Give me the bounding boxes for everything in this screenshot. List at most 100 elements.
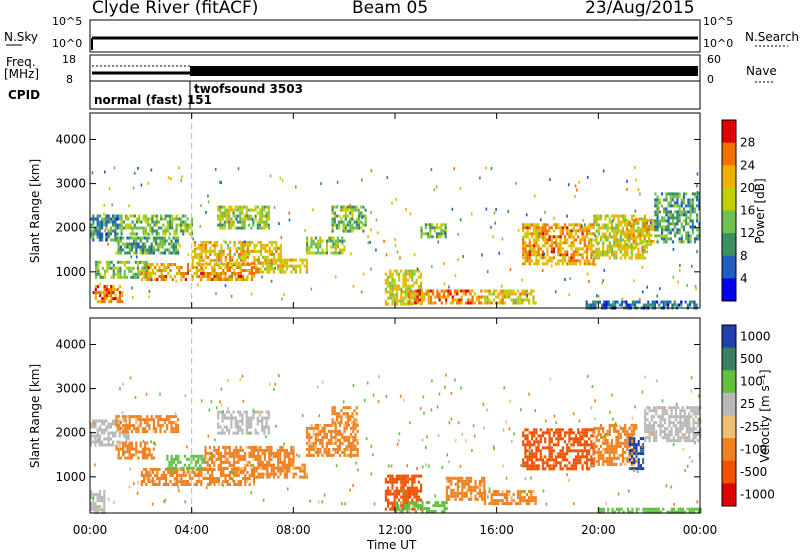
- heatmap-cell: [481, 253, 483, 257]
- heatmap-cell: [166, 248, 169, 252]
- heatmap-cell: [400, 504, 403, 508]
- heatmap-cell: [658, 210, 661, 214]
- heatmap-cell: [244, 454, 247, 458]
- heatmap-cell: [533, 452, 536, 456]
- heatmap-cell: [524, 232, 527, 236]
- heatmap-cell: [250, 275, 253, 278]
- heatmap-cell: [393, 269, 396, 273]
- heatmap-cell: [369, 240, 371, 244]
- heatmap-cell: [630, 250, 633, 254]
- heatmap-cell: [235, 466, 238, 470]
- heatmap-cell: [248, 272, 251, 275]
- heatmap-cell: [219, 180, 221, 184]
- heatmap-cell: [98, 496, 101, 500]
- heatmap-cell: [561, 253, 564, 257]
- heatmap-cell: [197, 283, 199, 287]
- heatmap-cell: [444, 223, 447, 227]
- heatmap-cell: [94, 419, 97, 423]
- heatmap-cell: [411, 486, 414, 490]
- heatmap-cell: [579, 458, 582, 462]
- heatmap-cell: [586, 272, 589, 276]
- heatmap-cell: [170, 242, 173, 246]
- heatmap-cell: [465, 476, 468, 480]
- heatmap-cell: [404, 272, 407, 276]
- heatmap-cell: [265, 217, 268, 221]
- heatmap-cell: [253, 258, 256, 262]
- heatmap-cell: [157, 418, 160, 422]
- heatmap-cell: [205, 211, 207, 214]
- heatmap-cell: [517, 301, 520, 305]
- heatmap-cell: [200, 246, 203, 250]
- heatmap-cell: [288, 469, 291, 473]
- heatmap-cell: [330, 429, 333, 433]
- heatmap-cell: [279, 460, 282, 464]
- heatmap-cell: [619, 250, 622, 254]
- heatmap-cell: [619, 444, 622, 448]
- heatmap-cell: [572, 244, 575, 248]
- heatmap-cell: [658, 222, 661, 226]
- heatmap-cell: [165, 483, 168, 486]
- heatmap-cell: [541, 253, 545, 257]
- heatmap-cell: [103, 217, 106, 221]
- heatmap-cell: [522, 461, 525, 465]
- heatmap-cell: [678, 207, 681, 211]
- heatmap-cell: [204, 249, 208, 253]
- heatmap-cell: [574, 440, 578, 444]
- heatmap-cell: [217, 272, 220, 275]
- heatmap-cell: [193, 240, 197, 244]
- heatmap-cell: [95, 266, 98, 270]
- heatmap-cell: [445, 289, 448, 293]
- heatmap-cell: [557, 259, 560, 263]
- heatmap-cell: [490, 225, 492, 229]
- heatmap-cell: [160, 226, 163, 230]
- heatmap-cell: [663, 198, 666, 202]
- heatmap-cell: [577, 428, 580, 432]
- heatmap-cell: [256, 422, 259, 426]
- heatmap-cell: [277, 451, 280, 455]
- heatmap-cell: [462, 292, 465, 296]
- heatmap-cell: [308, 450, 311, 454]
- heatmap-cell: [105, 238, 108, 242]
- heatmap-cell: [90, 229, 93, 233]
- heatmap-cell: [126, 427, 129, 431]
- heatmap-cell: [174, 421, 177, 425]
- heatmap-cell: [242, 261, 245, 265]
- heatmap-cell: [524, 250, 527, 254]
- heatmap-cell: [290, 445, 293, 449]
- heatmap-cell: [588, 232, 591, 236]
- heatmap-cell: [204, 460, 207, 464]
- heatmap-cell: [109, 220, 112, 224]
- heatmap-cell: [406, 287, 409, 291]
- heatmap-cell: [391, 474, 394, 478]
- heatmap-cell: [522, 223, 525, 227]
- heatmap-cell: [124, 418, 127, 422]
- heatmap-cell: [469, 298, 472, 302]
- heatmap-cell: [533, 464, 536, 468]
- heatmap-cell: [158, 483, 161, 486]
- heatmap-cell: [121, 294, 124, 298]
- heatmap-cell: [137, 456, 140, 460]
- heatmap-cell: [330, 245, 333, 249]
- heatmap-cell: [231, 208, 233, 211]
- heatmap-cell: [332, 441, 335, 445]
- heatmap-cell: [454, 494, 457, 498]
- heatmap-cell: [114, 220, 117, 224]
- heatmap-cell: [283, 469, 286, 473]
- heatmap-cell: [400, 287, 403, 291]
- heatmap-cell: [117, 450, 120, 454]
- heatmap-cell: [224, 272, 227, 275]
- heatmap-cell: [182, 220, 185, 224]
- heatmap-cell: [590, 461, 593, 465]
- heatmap-cell: [339, 438, 342, 442]
- heatmap-cell: [190, 454, 193, 458]
- heatmap-cell: [239, 263, 242, 266]
- heatmap-cell: [250, 292, 253, 296]
- heatmap-cell: [585, 229, 589, 233]
- heatmap-cell: [211, 457, 214, 461]
- heatmap-cell: [200, 480, 203, 483]
- heatmap-cell: [682, 219, 686, 223]
- heatmap-cell: [539, 226, 542, 230]
- heatmap-cell: [581, 428, 584, 432]
- heatmap-cell: [96, 291, 100, 295]
- heatmap-cell: [257, 258, 260, 262]
